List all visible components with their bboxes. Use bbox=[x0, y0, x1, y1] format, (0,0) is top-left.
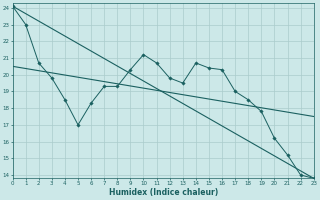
X-axis label: Humidex (Indice chaleur): Humidex (Indice chaleur) bbox=[108, 188, 218, 197]
